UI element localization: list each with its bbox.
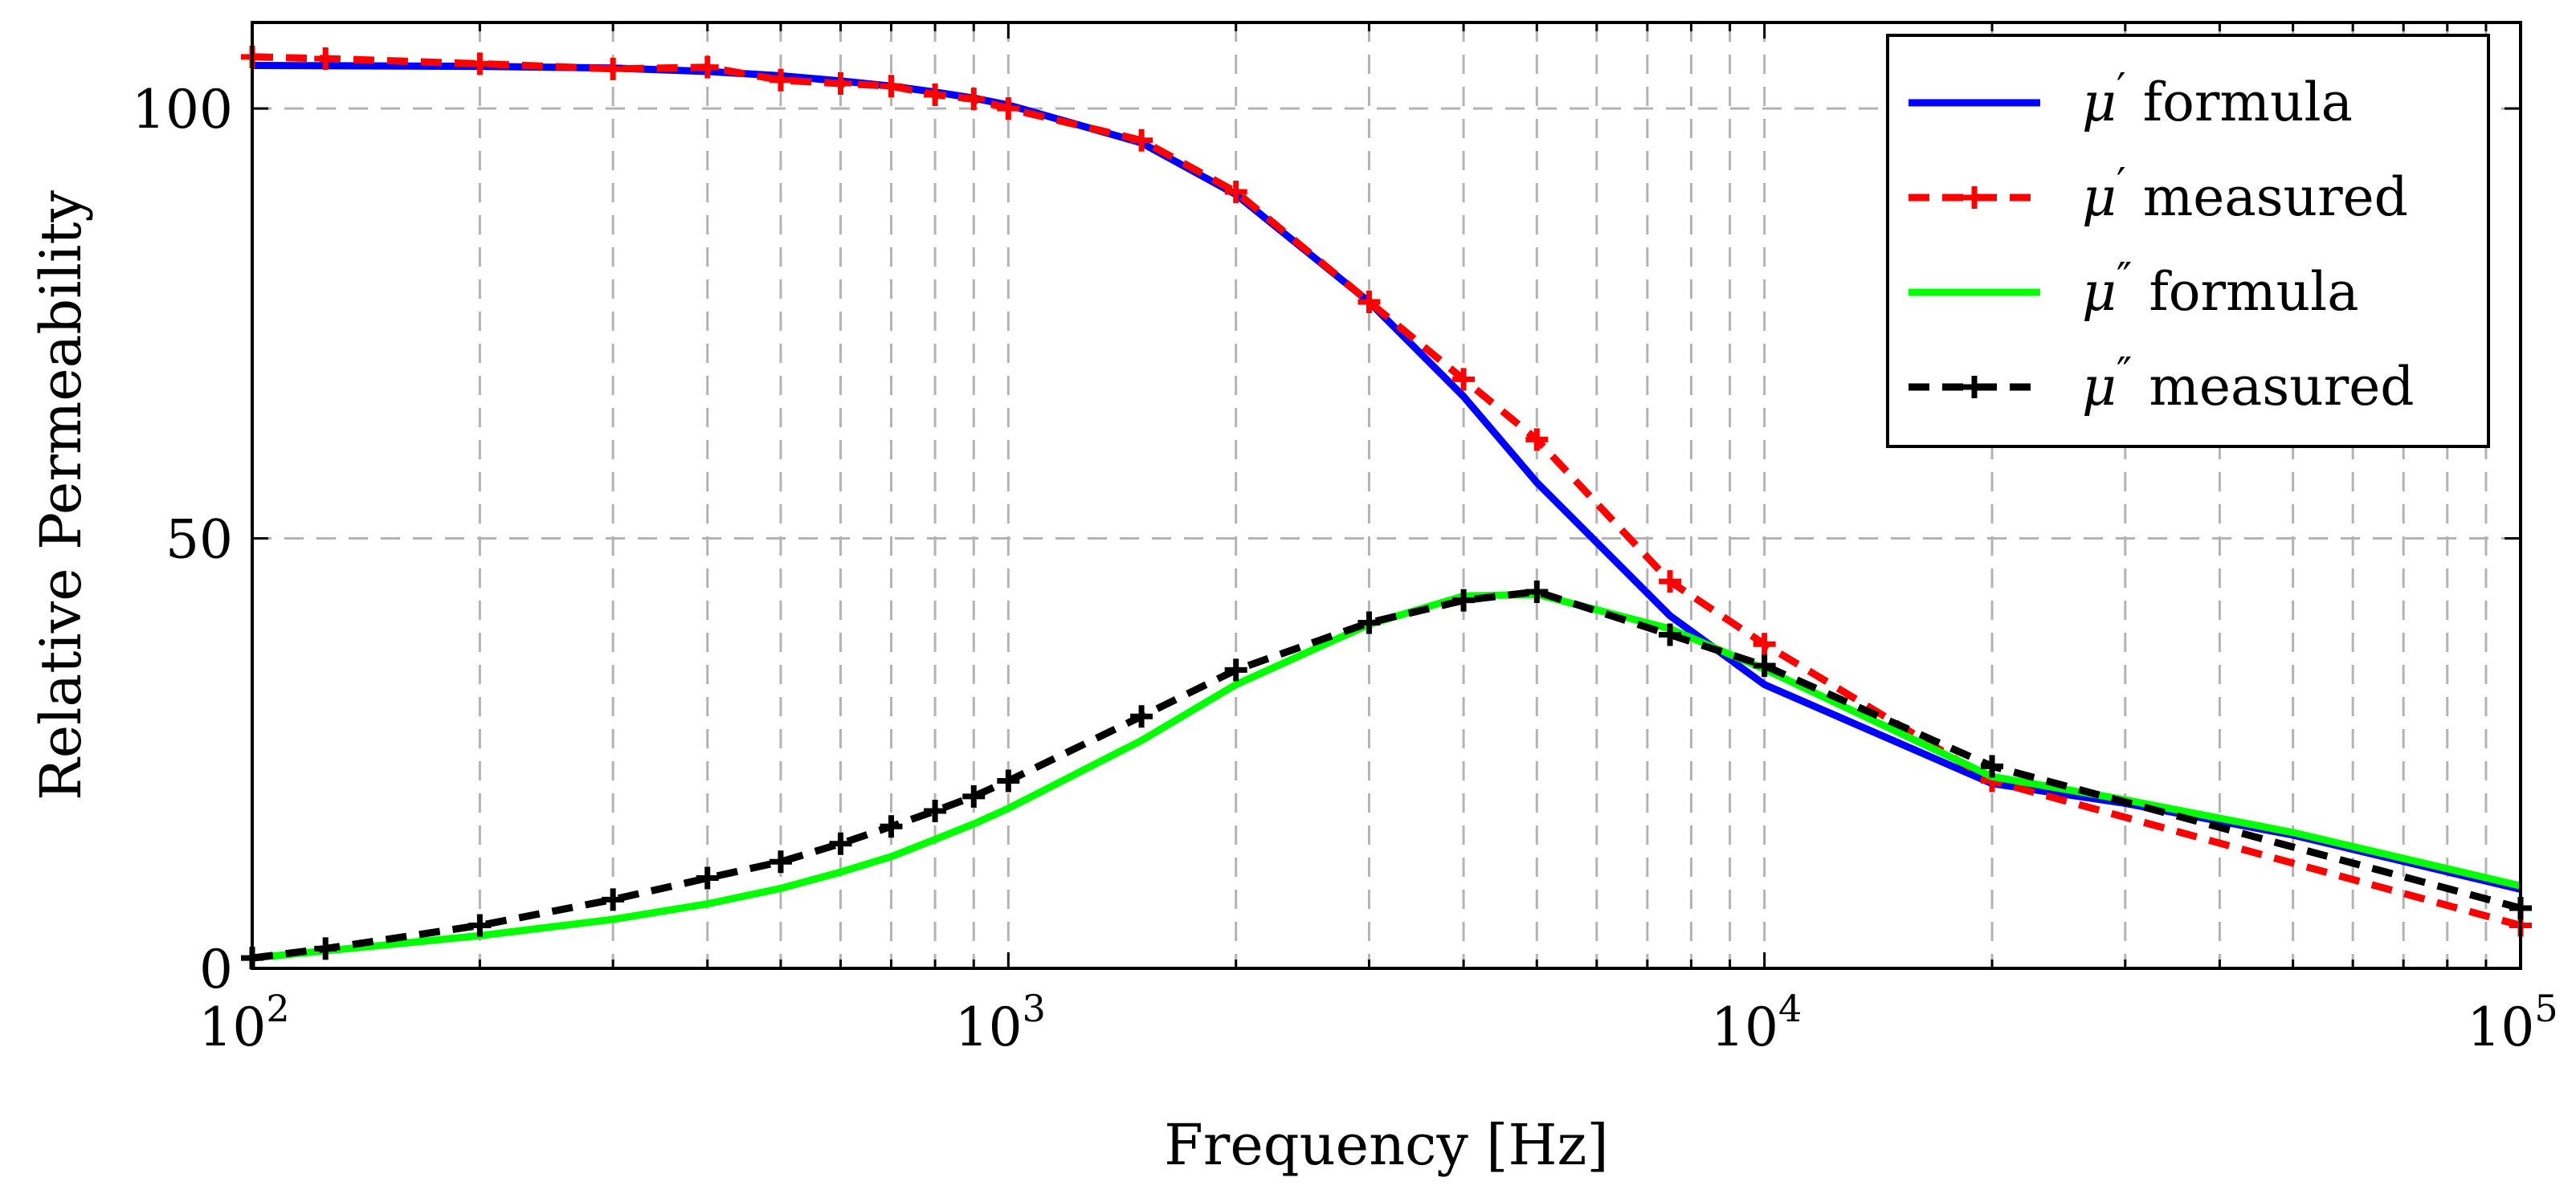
data-point-marker [1525, 428, 1549, 451]
series-3 [251, 590, 2522, 962]
data-point-marker [1525, 580, 1549, 603]
legend-entry: μ′ measured [1909, 160, 2408, 228]
data-point-marker [1753, 654, 1776, 678]
legend-entry: μ″ formula [1909, 255, 2359, 323]
legend-label-prime: ″ [2117, 255, 2132, 303]
legend-label-rest: formula [2132, 261, 2358, 323]
x-tick-exponent: 5 [2534, 987, 2558, 1030]
legend-label-sym: μ [2082, 356, 2117, 418]
legend-label-prime: ″ [2117, 349, 2132, 397]
legend-marker [1963, 186, 1986, 209]
legend-label: μ″ formula [2082, 255, 2359, 323]
legend-label-prime: ′ [2117, 65, 2126, 113]
legend-label-sym: μ [2082, 71, 2117, 133]
series-line [251, 590, 2522, 962]
data-point-marker [997, 769, 1020, 793]
data-point-marker [1659, 570, 1682, 593]
data-point-marker [314, 937, 337, 960]
legend-label: μ″ measured [2082, 349, 2415, 418]
x-tick-label: 105 [2467, 987, 2558, 1058]
data-point-marker [696, 866, 719, 890]
series-2 [241, 45, 2532, 937]
data-point-marker [1224, 658, 1247, 682]
x-tick-base: 10 [198, 996, 266, 1058]
data-point-marker [880, 75, 903, 98]
y-tick-label: 50 [165, 509, 233, 571]
data-point-marker [602, 57, 625, 80]
data-point-marker [1659, 623, 1682, 646]
legend-label-rest: measured [2132, 356, 2414, 418]
data-point-marker [1357, 291, 1381, 314]
data-point-marker [1357, 611, 1381, 634]
y-tick-label: 0 [199, 939, 233, 1000]
x-tick-base: 10 [1711, 996, 1778, 1058]
data-point-marker [829, 72, 852, 96]
data-point-marker [997, 97, 1020, 120]
legend-marker [1963, 376, 1986, 398]
x-axis-title: Frequency [Hz] [1164, 1112, 1608, 1178]
x-tick-exponent: 3 [1023, 987, 1046, 1030]
legend-label: μ′ formula [2082, 65, 2353, 133]
legend-entry: μ″ measured [1909, 349, 2415, 418]
data-point-marker [468, 52, 492, 75]
data-point-marker [829, 832, 852, 855]
legend-label-sym: μ [2082, 166, 2117, 228]
series-line [251, 53, 2522, 929]
data-point-marker [1452, 589, 1476, 612]
data-point-marker [924, 800, 947, 823]
legend-label-rest: formula [2126, 71, 2353, 133]
y-tick-label: 100 [132, 79, 233, 141]
x-tick-label: 102 [198, 987, 289, 1058]
data-point-marker [924, 83, 947, 106]
data-point-marker [1753, 633, 1776, 656]
x-tick-base: 10 [2467, 996, 2534, 1058]
data-point-marker [1452, 368, 1476, 391]
series-line [251, 588, 2522, 962]
plot-frame [251, 21, 2522, 970]
data-point-marker [1981, 755, 2004, 778]
data-point-marker [1130, 128, 1153, 152]
legend-label-prime: ′ [2117, 160, 2126, 208]
data-point-marker [602, 888, 625, 911]
legend-label-sym: μ [2082, 261, 2117, 323]
data-point-marker [769, 850, 792, 874]
data-point-marker [880, 815, 903, 838]
plot-series [241, 45, 2532, 970]
data-point-marker [769, 68, 792, 92]
x-tick-exponent: 2 [266, 987, 289, 1030]
data-point-marker [468, 914, 492, 937]
x-tick-base: 10 [955, 996, 1023, 1058]
x-tick-exponent: 4 [1778, 987, 1802, 1030]
data-point-marker [1224, 180, 1247, 203]
y-axis-title: Relative Permeability [28, 190, 94, 801]
legend-entry: μ′ formula [1909, 65, 2353, 133]
x-tick-label: 103 [955, 987, 1046, 1058]
legend-label-rest: measured [2126, 166, 2408, 228]
data-point-marker [314, 47, 337, 70]
series-4 [241, 580, 2532, 970]
legend-label: μ′ measured [2082, 160, 2408, 228]
x-tick-label: 104 [1711, 987, 1802, 1058]
data-point-marker [696, 55, 719, 79]
data-point-marker [962, 784, 986, 808]
data-point-marker [962, 88, 986, 111]
data-point-marker [1130, 705, 1153, 728]
